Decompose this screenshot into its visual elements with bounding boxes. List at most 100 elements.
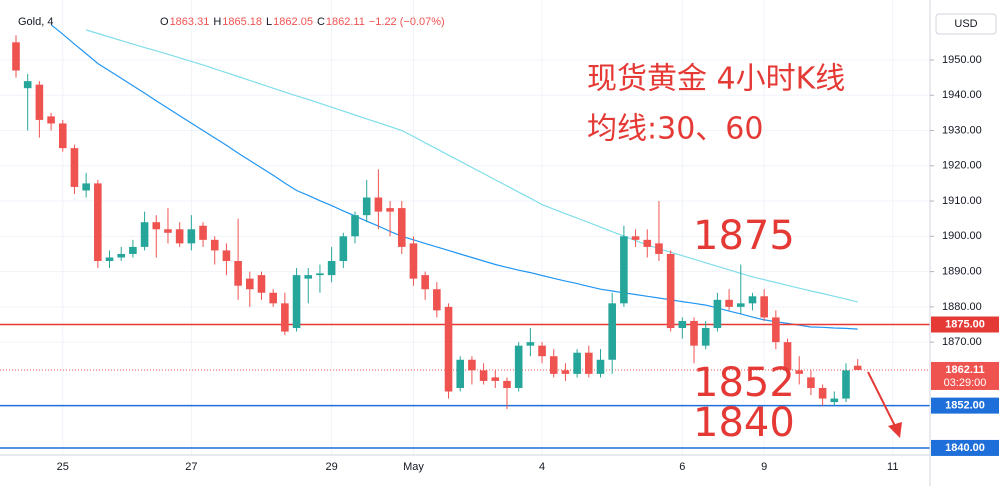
candle-body <box>783 342 792 371</box>
legend-key: O <box>160 16 169 28</box>
candle-body <box>257 275 266 293</box>
legend-value: 1862.11 <box>326 16 365 28</box>
candle-body <box>830 398 839 403</box>
candle-body <box>526 342 535 346</box>
y-tick-label: 1950.00 <box>942 54 982 66</box>
moving-average <box>50 24 858 330</box>
ohlc-legend: O 1863.31 H 1865.18 L 1862.05 C 1862.11 −1.22 (−… <box>160 16 445 28</box>
candle-body <box>129 246 137 254</box>
x-tick-label: 29 <box>326 461 338 473</box>
candle-body <box>608 303 616 360</box>
candle-body <box>596 359 605 374</box>
annotation: 现货黄金 4小时K线 <box>587 62 845 97</box>
candle-body <box>409 243 418 279</box>
candle-body <box>105 257 114 262</box>
arrow <box>867 371 902 438</box>
candle-body <box>199 225 207 240</box>
candle-body <box>643 239 652 247</box>
candle-body <box>35 84 44 120</box>
candle-body <box>795 370 804 374</box>
x-tick-label: 27 <box>185 461 197 473</box>
candle-body <box>655 243 663 254</box>
candle-body <box>456 359 465 388</box>
level-label: 1875.00 <box>945 318 985 330</box>
y-tick-label: 1930.00 <box>942 124 982 136</box>
legend-value: 1863.31 <box>170 16 210 28</box>
candle-body <box>468 359 476 371</box>
candle-body <box>713 299 722 329</box>
candle-body <box>760 296 768 318</box>
candle-body <box>246 278 254 290</box>
candle-body <box>549 356 558 374</box>
candle-body <box>421 275 429 290</box>
candle-body <box>304 275 313 279</box>
x-tick-label: May <box>403 461 424 473</box>
candle-body <box>140 222 149 247</box>
y-tick-label: 1880.00 <box>942 301 982 313</box>
symbol: Gold, 4 <box>18 16 53 28</box>
y-tick-label: 1870.00 <box>942 336 982 348</box>
candle-body <box>772 317 780 343</box>
candle-body <box>514 345 523 388</box>
candle-body <box>690 320 698 346</box>
candle-body <box>842 370 850 399</box>
legend-key: L <box>266 16 272 28</box>
annotation: 1852 <box>693 360 795 406</box>
legend-value: 1865.18 <box>222 16 262 28</box>
candle-body <box>807 377 815 388</box>
x-tick-label: 11 <box>887 461 898 473</box>
candle-body <box>631 236 640 240</box>
candle-body <box>23 81 32 89</box>
candle-body <box>175 229 184 244</box>
candle-body <box>362 197 371 216</box>
candle-body <box>666 253 675 329</box>
candle-body <box>853 365 862 370</box>
currency[interactable]: USD <box>954 18 977 30</box>
candle-body <box>281 303 289 332</box>
level-badge <box>931 397 999 414</box>
legend-key: C <box>317 16 325 28</box>
candle-body <box>818 387 827 399</box>
candle-body <box>234 261 242 286</box>
y-tick-label: 1890.00 <box>942 265 982 277</box>
candle-body <box>725 299 733 307</box>
x-tick-label: 4 <box>539 461 545 473</box>
candle-body <box>736 303 745 307</box>
level-badge <box>931 316 999 333</box>
candle-body <box>748 296 757 304</box>
candle-body <box>152 222 161 230</box>
candle-body <box>561 370 570 374</box>
plot-area <box>0 0 930 455</box>
x-tick-label: 6 <box>679 461 685 473</box>
candle-body <box>58 123 67 149</box>
currency-button[interactable] <box>935 13 997 35</box>
candle-body <box>117 253 126 258</box>
candle-body <box>12 42 20 71</box>
candle-body <box>292 275 301 329</box>
annotation: 均线:30、60 <box>587 112 763 147</box>
moving-average <box>85 29 858 303</box>
candle-body <box>620 236 628 304</box>
candle-body <box>585 352 593 374</box>
countdown: 03:29:00 <box>944 377 987 389</box>
annotation: 1840 <box>693 400 795 446</box>
candle-body <box>444 306 453 392</box>
candle-body <box>538 345 546 357</box>
candle-body <box>573 352 581 374</box>
annotation: 1875 <box>693 213 795 259</box>
y-tick-label: 1940.00 <box>942 89 982 101</box>
y-tick-label: 1920.00 <box>942 160 982 172</box>
level-label: 1852.00 <box>945 400 985 412</box>
candle-body <box>210 239 219 251</box>
level-badge <box>931 439 999 456</box>
candle-body <box>479 370 488 381</box>
candle-body <box>82 183 90 191</box>
candle-body <box>269 292 277 304</box>
candle-body <box>678 320 687 329</box>
candle-body <box>433 289 441 311</box>
candle-body <box>187 229 196 244</box>
candle-body <box>701 328 710 346</box>
candle-body <box>503 380 511 388</box>
